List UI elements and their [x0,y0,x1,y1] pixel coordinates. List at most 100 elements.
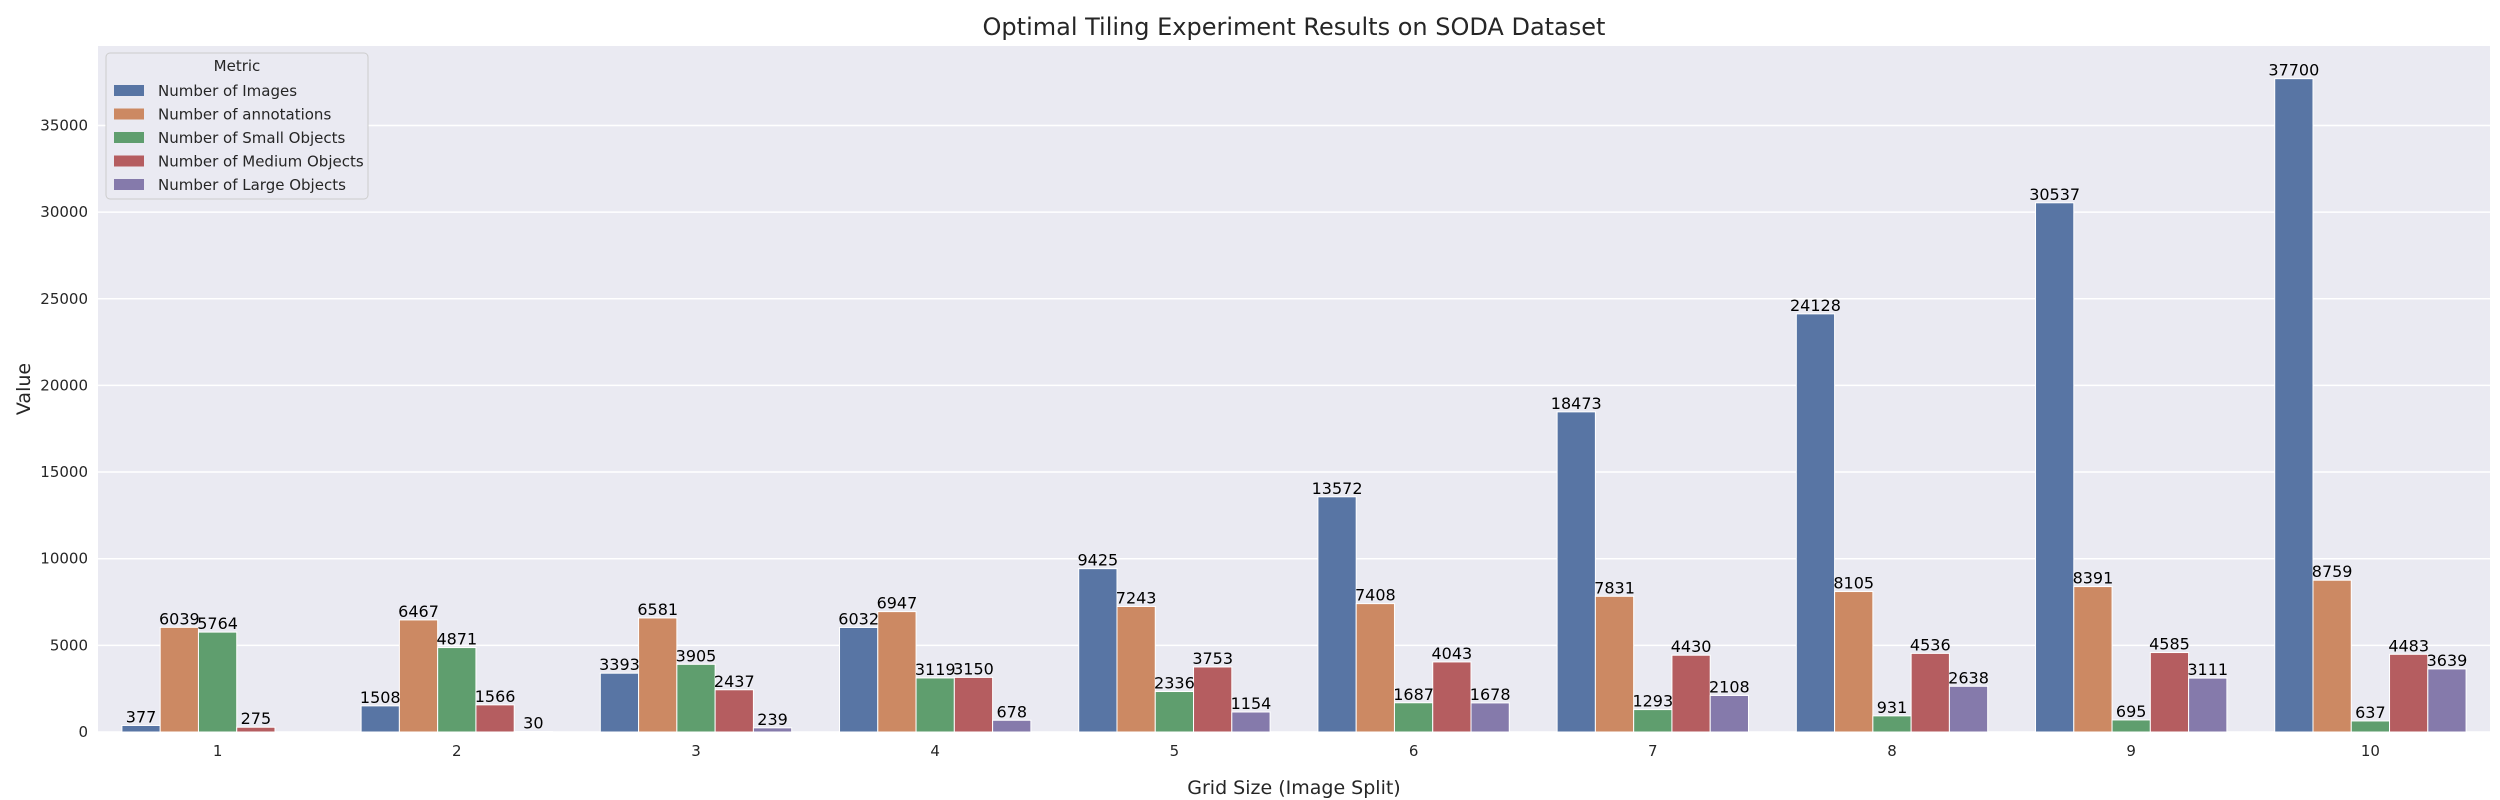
bar [437,647,477,733]
data-label: 3639 [2427,651,2468,670]
data-label: 1687 [1393,685,1434,704]
data-label: 6947 [877,594,918,613]
data-label: 4585 [2149,635,2190,654]
data-label: 3905 [676,646,717,665]
data-label: 8759 [2312,562,2353,581]
bar [2035,202,2075,733]
data-label: 2638 [1948,668,1989,687]
bar [1432,661,1472,733]
legend-entry: Number of Images [158,82,297,100]
legend-swatch [114,85,144,96]
data-label: 7831 [1594,578,1635,597]
bar [1795,313,1836,733]
x-tick-label: 5 [1170,742,1180,760]
bar [2350,720,2391,733]
bar [2073,586,2113,733]
y-tick-label: 0 [78,723,88,741]
data-label: 3119 [915,660,956,679]
bar [2149,652,2190,733]
data-label: 4430 [1671,637,1712,656]
data-label: 13572 [1312,479,1363,498]
data-label: 931 [1877,698,1908,717]
x-axis-ticks: 1 2 3 4 5 6 7 8 9 10 [213,742,2380,760]
bar [1872,715,1912,733]
y-axis-ticks: 0 5000 10000 15000 20000 25000 30000 35000 [40,116,88,741]
bar [2427,668,2467,733]
bar [2188,677,2228,733]
data-label: 30537 [2029,185,2080,204]
data-label: 275 [241,709,272,728]
data-label: 8105 [1833,574,1874,593]
bar [839,626,879,733]
bar [197,631,238,733]
bar [2111,719,2151,733]
bar [1193,666,1233,733]
data-label: 5764 [197,614,238,633]
x-tick-label: 2 [452,742,462,760]
bar [1709,694,1749,733]
bar [2274,78,2314,733]
y-axis-label: Value [13,363,35,415]
legend-swatch [114,108,144,120]
data-label: 6467 [398,602,439,621]
bar [877,611,917,733]
data-label: 1154 [1231,694,1272,713]
data-label: 637 [2355,703,2386,722]
legend-entry: Number of Medium Objects [158,153,364,171]
bar [475,704,515,733]
bar [752,727,793,733]
bar [1910,652,1950,733]
bar [1948,685,1989,733]
bar [1834,591,1874,733]
legend-entry: Number of Small Objects [158,129,346,147]
bar [1116,605,1156,733]
data-label: 18473 [1551,394,1602,413]
data-label: 6039 [159,609,200,628]
data-label: 24128 [1790,296,1841,315]
x-tick-label: 3 [691,742,701,760]
x-tick-label: 1 [213,742,223,760]
data-label: 678 [996,702,1027,721]
data-label: 8391 [2073,569,2114,588]
bar [638,617,678,733]
bar [1317,496,1357,733]
legend: Metric Number of Images Number of annotati… [105,52,369,200]
bar [1594,595,1635,733]
data-label: 7243 [1116,588,1157,607]
bar [2312,579,2352,733]
data-label: 239 [757,710,788,729]
data-label: 4043 [1432,644,1473,663]
bar [1231,711,1271,733]
bar [2389,653,2429,733]
data-label: 4536 [1910,635,1951,654]
y-tick-label: 5000 [50,636,88,654]
bar [1078,568,1118,733]
bar [992,719,1032,733]
legend-box [105,52,369,200]
data-label: 1678 [1470,685,1511,704]
legend-title: Metric [214,57,261,75]
bar [1556,411,1596,733]
bar [1470,702,1510,733]
y-tick-label: 30000 [40,203,88,221]
data-label: 695 [2116,702,2147,721]
bar [1154,691,1195,733]
data-label: 1508 [360,688,401,707]
data-label: 1293 [1632,692,1673,711]
bar [236,726,276,733]
legend-entry: Number of Large Objects [158,176,346,194]
bar [1633,709,1673,733]
data-label: 2108 [1709,677,1750,696]
data-label: 3111 [2187,660,2228,679]
x-tick-label: 8 [1887,742,1897,760]
x-tick-label: 10 [2361,742,2380,760]
bar [915,677,955,733]
bar [1671,654,1711,733]
data-label: 4871 [436,630,477,649]
data-label: 7408 [1355,586,1396,605]
x-tick-label: 4 [930,742,940,760]
data-label: 2336 [1154,674,1195,693]
data-label: 3753 [1192,649,1233,668]
y-tick-label: 15000 [40,463,88,481]
